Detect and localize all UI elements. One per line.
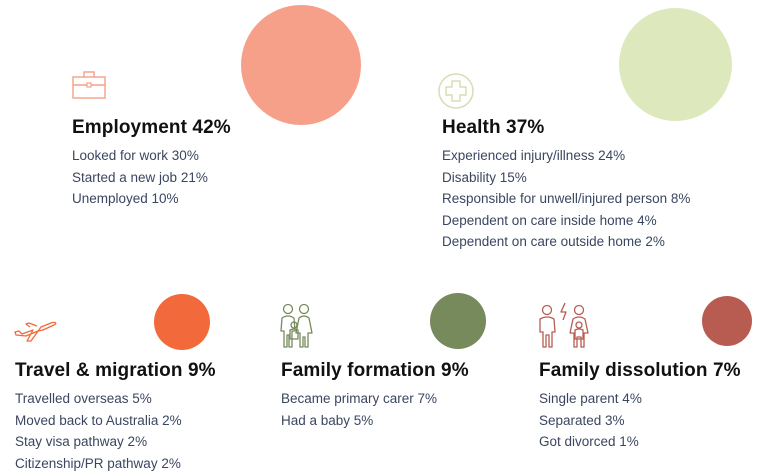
- list-item: Responsible for unwell/injured person 8%: [442, 191, 691, 206]
- family-dissolution-circle: [702, 296, 752, 346]
- list-item: Separated 3%: [539, 412, 625, 428]
- list-item: Had a baby 5%: [281, 412, 374, 428]
- list-item: Citizenship/PR pathway 2%: [15, 455, 181, 471]
- list-item: Experienced injury/illness 24%: [442, 148, 626, 163]
- list-item: Disability 15%: [442, 169, 527, 185]
- employment-title: Employment 42%: [72, 117, 231, 138]
- health-title: Health 37%: [442, 117, 545, 138]
- travel-list: Travelled overseas 5% Moved back to Aust…: [15, 388, 182, 474]
- airplane-icon: [14, 321, 57, 342]
- list-item: Unemployed 10%: [72, 191, 179, 206]
- list-item: Got divorced 1%: [539, 434, 639, 449]
- list-item: Looked for work 30%: [72, 148, 199, 163]
- employment-circle: [241, 5, 361, 125]
- travel-circle: [154, 294, 210, 350]
- employment-list: Looked for work 30% Started a new job 21…: [72, 145, 208, 210]
- family-formation-circle: [430, 293, 486, 349]
- family-dissolution-list: Single parent 4% Separated 3% Got divorc…: [539, 388, 642, 453]
- list-item: Became primary carer 7%: [281, 391, 438, 406]
- medical-cross-icon: [438, 73, 474, 109]
- travel-title: Travel & migration 9%: [15, 360, 216, 381]
- family-dissolution-title: Family dissolution 7%: [539, 360, 741, 381]
- family-icon: [280, 303, 313, 348]
- family-formation-list: Became primary carer 7% Had a baby 5%: [281, 388, 437, 431]
- list-item: Started a new job 21%: [72, 169, 208, 185]
- list-item: Stay visa pathway 2%: [15, 434, 148, 449]
- list-item: Travelled overseas 5%: [15, 391, 152, 406]
- health-circle: [619, 8, 732, 121]
- list-item: Dependent on care inside home 4%: [442, 212, 657, 228]
- family-formation-title: Family formation 9%: [281, 360, 469, 381]
- list-item: Moved back to Australia 2%: [15, 412, 182, 428]
- list-item: Single parent 4%: [539, 391, 642, 406]
- list-item: Dependent on care outside home 2%: [442, 234, 665, 249]
- separated-family-icon: [539, 302, 589, 348]
- health-list: Experienced injury/illness 24% Disabilit…: [442, 145, 690, 253]
- briefcase-icon: [72, 71, 106, 99]
